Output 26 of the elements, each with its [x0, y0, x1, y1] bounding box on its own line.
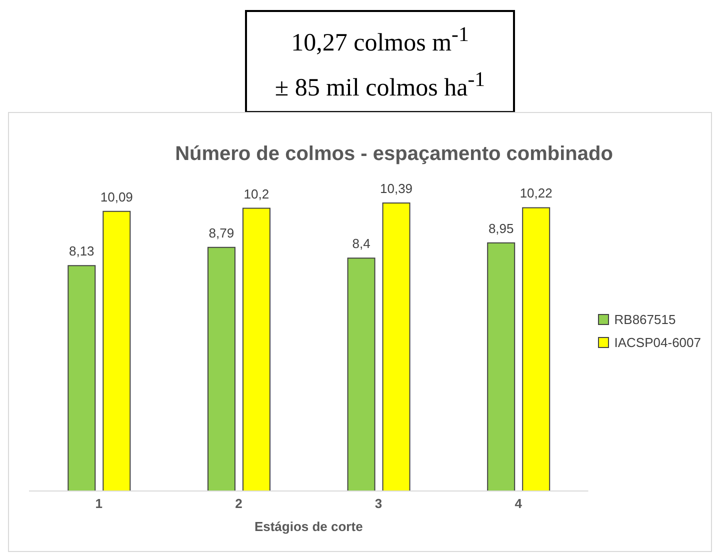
data-label: 10,22	[520, 186, 552, 201]
legend-label: IACSP04-6007	[614, 335, 701, 350]
text: 10,27 colmos m$^{-1}$	[290, 21, 470, 58]
bar	[522, 207, 550, 492]
data-label: 8,79	[208, 225, 234, 240]
bar	[68, 265, 96, 492]
x-tick-label: 3	[374, 496, 382, 512]
text: ± 85 mil colmos ha$^{-1}$	[274, 66, 486, 104]
data-label: 10,39	[380, 181, 413, 196]
data-label: 10,09	[100, 189, 133, 204]
x-tick-label: 2	[235, 496, 242, 512]
data-label: 8,95	[488, 220, 514, 236]
bar	[487, 242, 516, 492]
x-tick-label: 1	[95, 496, 103, 512]
x-tick-label: 4	[514, 496, 523, 512]
chart-title: Número de colmos - espaçamento combinado	[174, 143, 614, 166]
data-label: 8,4	[352, 236, 370, 252]
bar	[207, 246, 236, 492]
bar	[382, 202, 410, 492]
data-label: 10,2	[244, 186, 270, 202]
bar	[242, 208, 270, 492]
bar	[102, 210, 131, 492]
legend-label: RB867515	[614, 312, 676, 327]
bar	[347, 258, 376, 492]
data-label: 8,13	[68, 244, 94, 259]
x-axis-title: Estágios de corte	[254, 519, 363, 534]
